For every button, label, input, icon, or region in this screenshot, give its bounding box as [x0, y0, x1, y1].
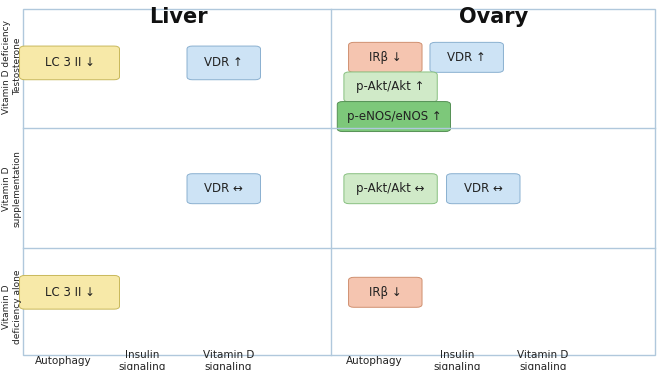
Text: Insulin
signaling: Insulin signaling — [433, 350, 481, 370]
Text: Ovary: Ovary — [459, 7, 528, 27]
Text: Vitamin D
signaling: Vitamin D signaling — [517, 350, 569, 370]
Text: p-Akt/Akt ↑: p-Akt/Akt ↑ — [356, 80, 425, 94]
Text: Liver: Liver — [150, 7, 208, 27]
FancyBboxPatch shape — [348, 42, 422, 72]
Text: Vitamin D
deficiency alone: Vitamin D deficiency alone — [2, 270, 22, 344]
Text: VDR ↑: VDR ↑ — [448, 51, 486, 64]
Text: IRβ ↓: IRβ ↓ — [369, 51, 402, 64]
FancyBboxPatch shape — [430, 42, 503, 72]
Text: VDR ↑: VDR ↑ — [205, 56, 243, 70]
FancyBboxPatch shape — [344, 174, 437, 204]
Text: Vitamin D
signaling: Vitamin D signaling — [203, 350, 254, 370]
Text: Autophagy: Autophagy — [34, 356, 91, 366]
FancyBboxPatch shape — [187, 174, 261, 204]
FancyBboxPatch shape — [337, 101, 450, 131]
FancyBboxPatch shape — [446, 174, 520, 204]
FancyBboxPatch shape — [187, 46, 261, 80]
Text: Vitamin D
supplementation: Vitamin D supplementation — [2, 150, 22, 227]
Text: VDR ↔: VDR ↔ — [464, 182, 502, 195]
Text: p-Akt/Akt ↔: p-Akt/Akt ↔ — [356, 182, 425, 195]
FancyBboxPatch shape — [19, 275, 120, 309]
Text: Vitamin D deficiency
Testosterone: Vitamin D deficiency Testosterone — [2, 20, 22, 114]
FancyBboxPatch shape — [344, 72, 437, 102]
FancyBboxPatch shape — [348, 278, 422, 307]
Text: Insulin
signaling: Insulin signaling — [118, 350, 166, 370]
Text: VDR ↔: VDR ↔ — [205, 182, 243, 195]
FancyBboxPatch shape — [19, 46, 120, 80]
Text: p-eNOS/eNOS ↑: p-eNOS/eNOS ↑ — [346, 110, 442, 123]
Text: LC 3 II ↓: LC 3 II ↓ — [44, 56, 95, 70]
Text: IRβ ↓: IRβ ↓ — [369, 286, 402, 299]
Text: Autophagy: Autophagy — [346, 356, 402, 366]
Text: LC 3 II ↓: LC 3 II ↓ — [44, 286, 95, 299]
